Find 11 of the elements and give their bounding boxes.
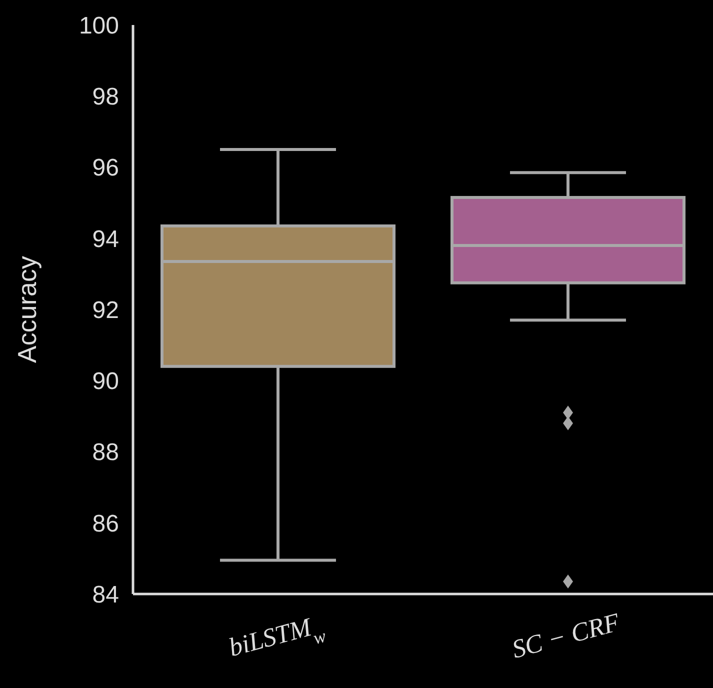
y-tick-label: 88	[92, 439, 119, 466]
y-tick-label: 94	[92, 226, 119, 253]
x-tick-label: SC − CRF	[508, 607, 624, 664]
y-tick-label: 86	[92, 510, 119, 538]
y-tick-label: 90	[92, 368, 119, 396]
y-tick-label: 100	[78, 12, 119, 40]
y-tick-label: 84	[92, 581, 119, 608]
y-tick-label: 92	[92, 296, 119, 324]
y-tick-label: 96	[92, 154, 119, 182]
y-axis-title: Accuracy	[12, 256, 42, 363]
y-tick-label: 98	[92, 84, 119, 111]
